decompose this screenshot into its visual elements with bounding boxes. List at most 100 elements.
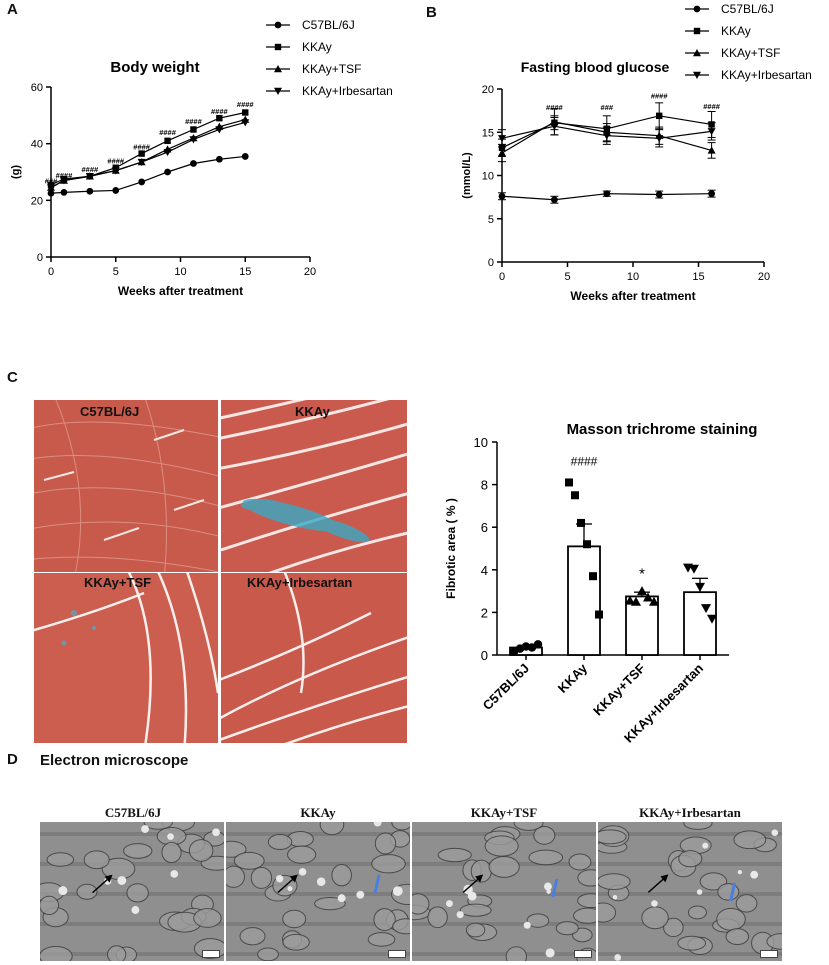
vacuole: [316, 877, 326, 886]
mitochondrion: [126, 883, 149, 903]
vacuole: [167, 833, 174, 840]
mitochondrion: [717, 883, 740, 901]
data-point: [85, 173, 94, 181]
scale-bar: [202, 950, 220, 958]
x-tick-label: 15: [239, 266, 251, 278]
panel-letter-d: D: [7, 751, 18, 768]
mitochondrion: [716, 907, 746, 931]
y-tick-label: 8: [481, 478, 488, 493]
legend-label: KKAy+Irbesartan: [721, 68, 812, 82]
data-point: [112, 187, 120, 194]
mitochondrion: [598, 829, 627, 845]
mitochondrion: [267, 834, 293, 851]
mitochondrion: [678, 850, 703, 868]
data-point: [138, 178, 146, 186]
vacuole: [545, 948, 555, 958]
mitochondrion: [505, 946, 528, 961]
myofibril-band: [412, 952, 596, 956]
data-point: [551, 196, 558, 204]
significance-label: ####: [107, 157, 125, 166]
mitochondrion: [161, 841, 182, 864]
vacuole: [543, 882, 552, 891]
category-label: C57BL/6J: [480, 661, 533, 714]
vacuole: [546, 889, 551, 894]
em-image-kkay: [226, 822, 410, 961]
mitochondrion: [598, 902, 617, 923]
legend-marker: [274, 65, 282, 73]
myofibril-band: [598, 832, 782, 836]
vacuole: [337, 894, 346, 903]
data-point: [707, 614, 717, 624]
data-point: [571, 491, 579, 500]
blue-marker: [729, 882, 737, 902]
em-label-tsf: KKAy+TSF: [470, 805, 538, 820]
vacuole: [117, 876, 127, 885]
mitochondrion: [193, 908, 222, 928]
mitochondrion: [766, 933, 782, 950]
data-point: [625, 595, 635, 605]
significance-label: ####: [237, 100, 255, 109]
vacuole: [356, 890, 365, 899]
y-tick-label: 6: [481, 520, 488, 535]
x-tick-label: 0: [499, 271, 505, 283]
bar: [567, 545, 601, 656]
mitochondrion: [226, 865, 245, 888]
legend-marker: [693, 49, 701, 57]
data-point: [47, 189, 55, 197]
mitochondrion: [568, 853, 592, 871]
myofibril-band: [40, 832, 224, 836]
histology-image-kkay: KKAy: [221, 400, 407, 572]
mitochondrion: [257, 947, 279, 961]
mitochondrion: [106, 945, 127, 961]
mitochondrion: [733, 830, 767, 850]
vacuole: [275, 875, 284, 883]
myofibril-band: [226, 862, 410, 866]
vacuole: [523, 921, 531, 929]
data-point: [655, 191, 663, 198]
vacuole: [298, 868, 307, 876]
y-tick-label: 15: [482, 127, 494, 139]
x-tick-label: 20: [304, 266, 316, 278]
em-label-irbesartan: KKAy+Irbesartan: [639, 805, 741, 820]
y-tick-label: 20: [31, 195, 43, 207]
data-point: [498, 135, 506, 143]
legend-label: KKAy: [302, 40, 332, 54]
y-tick-label: 0: [481, 648, 488, 663]
mitochondrion: [282, 933, 310, 951]
panel-letter-a: A: [7, 1, 18, 18]
data-point: [190, 160, 197, 167]
mitochondrion: [188, 839, 214, 862]
mitochondrion: [391, 822, 410, 831]
blue-marker: [551, 878, 559, 898]
data-point: [550, 122, 559, 131]
histology-label-tsf: KKAy+TSF: [84, 575, 152, 590]
data-point: [60, 189, 68, 196]
y-tick-label: 10: [474, 435, 488, 450]
data-point: [602, 132, 611, 140]
data-point: [189, 136, 198, 144]
body-weight-chart: 0 20 40 60 0 5 10 15 20 Weeks after treatment (g) B…: [10, 18, 393, 298]
data-point: [655, 135, 664, 143]
significance-label: ####: [703, 102, 721, 111]
mitochondrion: [663, 917, 684, 938]
mitochondrion: [687, 905, 707, 920]
myofibril-band: [226, 892, 410, 896]
mitochondrion: [555, 921, 579, 936]
x-tick-label: 20: [758, 271, 770, 283]
data-point: [708, 190, 715, 198]
vacuole: [463, 884, 473, 895]
arrow-head: [660, 874, 669, 883]
chart-title: Fasting blood glucose: [521, 59, 670, 75]
mitochondrion: [40, 895, 60, 916]
vacuole: [131, 906, 140, 914]
em-label-c57: C57BL/6J: [104, 805, 162, 820]
arrow-head: [289, 874, 298, 883]
data-point: [707, 128, 716, 136]
mitochondrion: [331, 863, 352, 887]
mitochondrion: [373, 908, 396, 932]
myofibril-band: [40, 922, 224, 926]
y-tick-label: 0: [37, 252, 43, 264]
mitochondrion: [484, 835, 519, 857]
data-point: [707, 146, 716, 154]
vacuole: [750, 870, 759, 879]
